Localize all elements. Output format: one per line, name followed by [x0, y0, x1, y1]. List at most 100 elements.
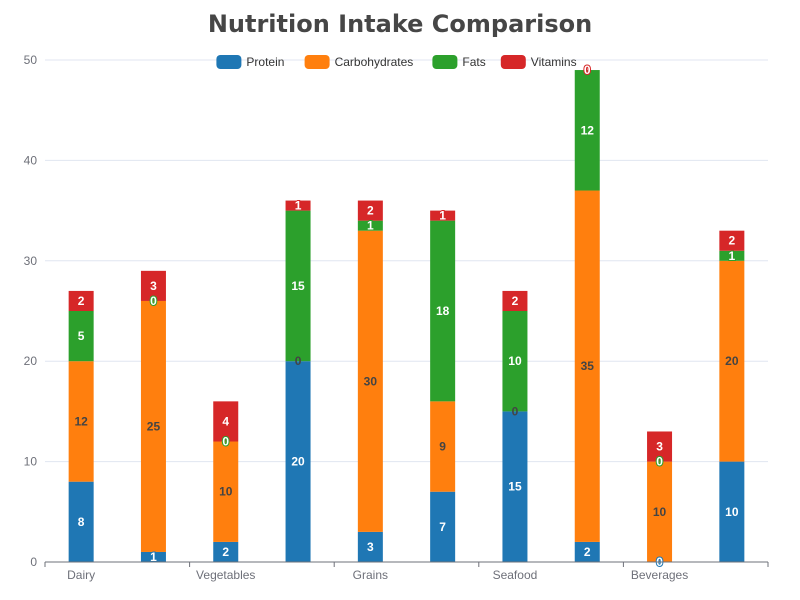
x-tick-label: Grains: [353, 568, 388, 582]
data-label: 2: [78, 294, 85, 308]
y-tick-label: 50: [24, 53, 38, 67]
legend-label: Vitamins: [531, 55, 577, 69]
bar-segment[interactable]: [357, 230, 383, 532]
data-label: 15: [508, 480, 522, 494]
legend-label: Carbohydrates: [335, 55, 414, 69]
data-labels: 8125212503210042001513301279181150102235…: [74, 62, 739, 570]
bar-segment[interactable]: [430, 210, 456, 221]
data-label: 2: [584, 545, 591, 559]
data-label: 4: [222, 414, 229, 428]
data-label: 3: [367, 540, 374, 554]
bars: [68, 70, 745, 562]
data-label: 1: [439, 209, 446, 223]
bar-segment[interactable]: [719, 260, 745, 462]
data-label: 1: [729, 249, 736, 263]
data-label: 1: [367, 219, 374, 233]
x-tick-label: Seafood: [493, 568, 538, 582]
data-label: 12: [74, 414, 88, 428]
data-label: 7: [439, 520, 446, 534]
y-tick-label: 20: [24, 354, 38, 368]
data-label: 2: [367, 204, 374, 218]
data-label: 8: [78, 515, 85, 529]
data-label: 3: [150, 279, 157, 293]
legend-item[interactable]: Protein: [216, 55, 284, 69]
data-label: 10: [725, 505, 739, 519]
data-label: 25: [147, 419, 161, 433]
data-label: 1: [295, 199, 302, 213]
bar-segment[interactable]: [213, 401, 239, 442]
data-label: 0: [584, 63, 591, 77]
legend-swatch: [432, 55, 458, 69]
bar-segment[interactable]: [140, 270, 166, 301]
bar-segment[interactable]: [68, 361, 94, 482]
data-label: 10: [219, 485, 233, 499]
data-label: 18: [436, 304, 450, 318]
data-label: 5: [78, 329, 85, 343]
data-label: 30: [364, 374, 378, 388]
legend-swatch: [304, 55, 330, 69]
bar-segment[interactable]: [285, 200, 311, 211]
bar-segment[interactable]: [574, 541, 600, 562]
data-label: 2: [512, 294, 519, 308]
bar-segment[interactable]: [574, 190, 600, 542]
legend-swatch: [500, 55, 526, 69]
bar-segment[interactable]: [719, 230, 745, 251]
bar-segment[interactable]: [719, 250, 745, 261]
bar-segment[interactable]: [213, 441, 239, 542]
data-label: 0: [512, 404, 519, 418]
bar-segment[interactable]: [574, 70, 600, 191]
bar-segment[interactable]: [430, 401, 456, 492]
data-label: 3: [656, 440, 663, 454]
bar-segment[interactable]: [502, 290, 528, 311]
bar-segment[interactable]: [647, 431, 673, 462]
data-label: 12: [581, 123, 595, 137]
data-label: 15: [291, 279, 305, 293]
data-label: 20: [725, 354, 739, 368]
data-label: 0: [295, 354, 302, 368]
x-tick-label: Dairy: [67, 568, 95, 582]
data-label: 20: [291, 455, 305, 469]
data-label: 0: [222, 435, 229, 449]
legend-item[interactable]: Carbohydrates: [304, 55, 414, 69]
data-label: 10: [653, 505, 667, 519]
y-tick-label: 40: [24, 153, 38, 167]
data-label: 2: [222, 545, 229, 559]
bar-segment[interactable]: [647, 461, 673, 562]
bar-segment[interactable]: [68, 290, 94, 311]
x-tick-label: Beverages: [631, 568, 688, 582]
bar-segment[interactable]: [213, 541, 239, 562]
data-label: 9: [439, 440, 446, 454]
legend[interactable]: Protein Carbohydrates Fats Vitamins: [216, 55, 577, 69]
bar-segment[interactable]: [68, 481, 94, 562]
data-label: 35: [581, 359, 595, 373]
bar-segment[interactable]: [357, 531, 383, 562]
bar-segment[interactable]: [502, 311, 528, 412]
y-tick-label: 30: [24, 254, 38, 268]
chart-title: Nutrition Intake Comparison: [208, 10, 592, 38]
bar-segment[interactable]: [285, 210, 311, 362]
y-tick-label: 0: [30, 555, 37, 569]
legend-item[interactable]: Fats: [432, 55, 486, 69]
bar-segment[interactable]: [357, 220, 383, 231]
legend-item[interactable]: Vitamins: [500, 55, 577, 69]
bar-segment[interactable]: [430, 220, 456, 402]
data-label: 0: [150, 294, 157, 308]
bar-segment[interactable]: [502, 411, 528, 562]
legend-swatch: [216, 55, 242, 69]
bar-segment[interactable]: [357, 200, 383, 221]
data-label: 0: [656, 455, 663, 469]
y-tick-label: 10: [24, 455, 38, 469]
data-label: 2: [729, 234, 736, 248]
legend-label: Fats: [462, 55, 485, 69]
bar-segment[interactable]: [719, 461, 745, 562]
legend-label: Protein: [246, 55, 284, 69]
bar-segment[interactable]: [140, 551, 166, 562]
data-label: 10: [508, 354, 522, 368]
bar-segment[interactable]: [285, 361, 311, 562]
data-label: 1: [150, 550, 157, 564]
bar-segment[interactable]: [430, 491, 456, 562]
bar-segment[interactable]: [140, 300, 166, 552]
bar-segment[interactable]: [68, 311, 94, 362]
